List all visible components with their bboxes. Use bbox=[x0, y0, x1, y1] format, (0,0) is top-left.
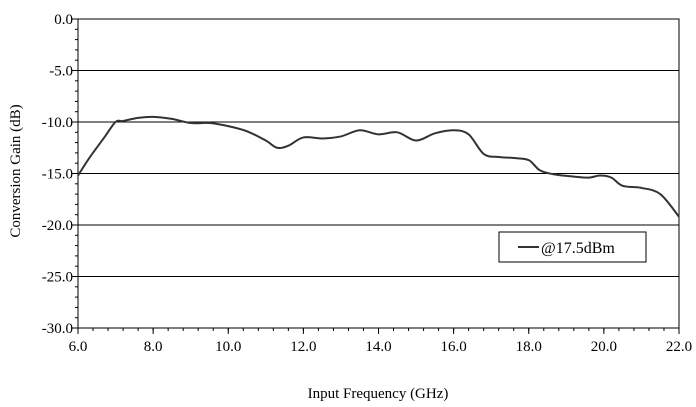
y-axis-title: Conversion Gain (dB) bbox=[8, 104, 24, 237]
y-tick-label: -15.0 bbox=[42, 167, 73, 183]
y-tick-label: -30.0 bbox=[42, 321, 73, 337]
x-tick-label: 16.0 bbox=[441, 339, 467, 355]
y-tick-label: -5.0 bbox=[49, 64, 73, 80]
x-axis-title: Input Frequency (GHz) bbox=[308, 386, 449, 402]
y-tick-label: -25.0 bbox=[42, 270, 73, 286]
x-tick-label: 18.0 bbox=[516, 339, 542, 355]
y-tick-label: 0.0 bbox=[54, 12, 73, 28]
labels-layer: 0.0 -5.0 -10.0 -15.0 -20.0 -25.0 -30.0 6.0 8.0 10… bbox=[42, 12, 692, 355]
x-tick-label: 6.0 bbox=[69, 339, 88, 355]
x-tick-label: 14.0 bbox=[365, 339, 391, 355]
x-tick-label: 12.0 bbox=[290, 339, 316, 355]
x-tick-label: 10.0 bbox=[215, 339, 241, 355]
axes-layer bbox=[72, 18, 680, 334]
legend: @17.5dBm bbox=[498, 231, 647, 263]
x-tick-label: 22.0 bbox=[666, 339, 692, 355]
grid-layer bbox=[78, 18, 679, 329]
y-tick-label: -10.0 bbox=[42, 115, 73, 131]
series-layer bbox=[77, 115, 680, 218]
y-tick-label: -20.0 bbox=[42, 218, 73, 234]
series-line bbox=[77, 115, 680, 218]
x-tick-label: 20.0 bbox=[591, 339, 617, 355]
legend-label: @17.5dBm bbox=[541, 240, 615, 257]
x-tick-label: 8.0 bbox=[144, 339, 163, 355]
